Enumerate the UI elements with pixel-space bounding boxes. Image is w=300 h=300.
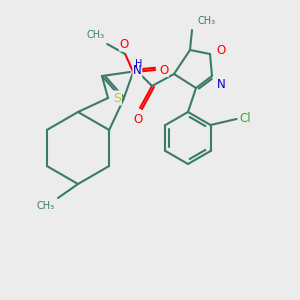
Text: CH₃: CH₃: [198, 16, 216, 26]
Text: O: O: [134, 113, 142, 126]
Text: Cl: Cl: [239, 112, 251, 125]
Text: O: O: [120, 38, 129, 51]
Text: N: N: [217, 78, 226, 91]
Text: O: O: [159, 64, 168, 76]
Text: S: S: [113, 92, 121, 104]
Text: O: O: [216, 44, 225, 58]
Text: H: H: [135, 59, 143, 69]
Text: CH₃: CH₃: [37, 201, 55, 211]
Text: N: N: [133, 64, 142, 77]
Text: CH₃: CH₃: [86, 30, 104, 40]
